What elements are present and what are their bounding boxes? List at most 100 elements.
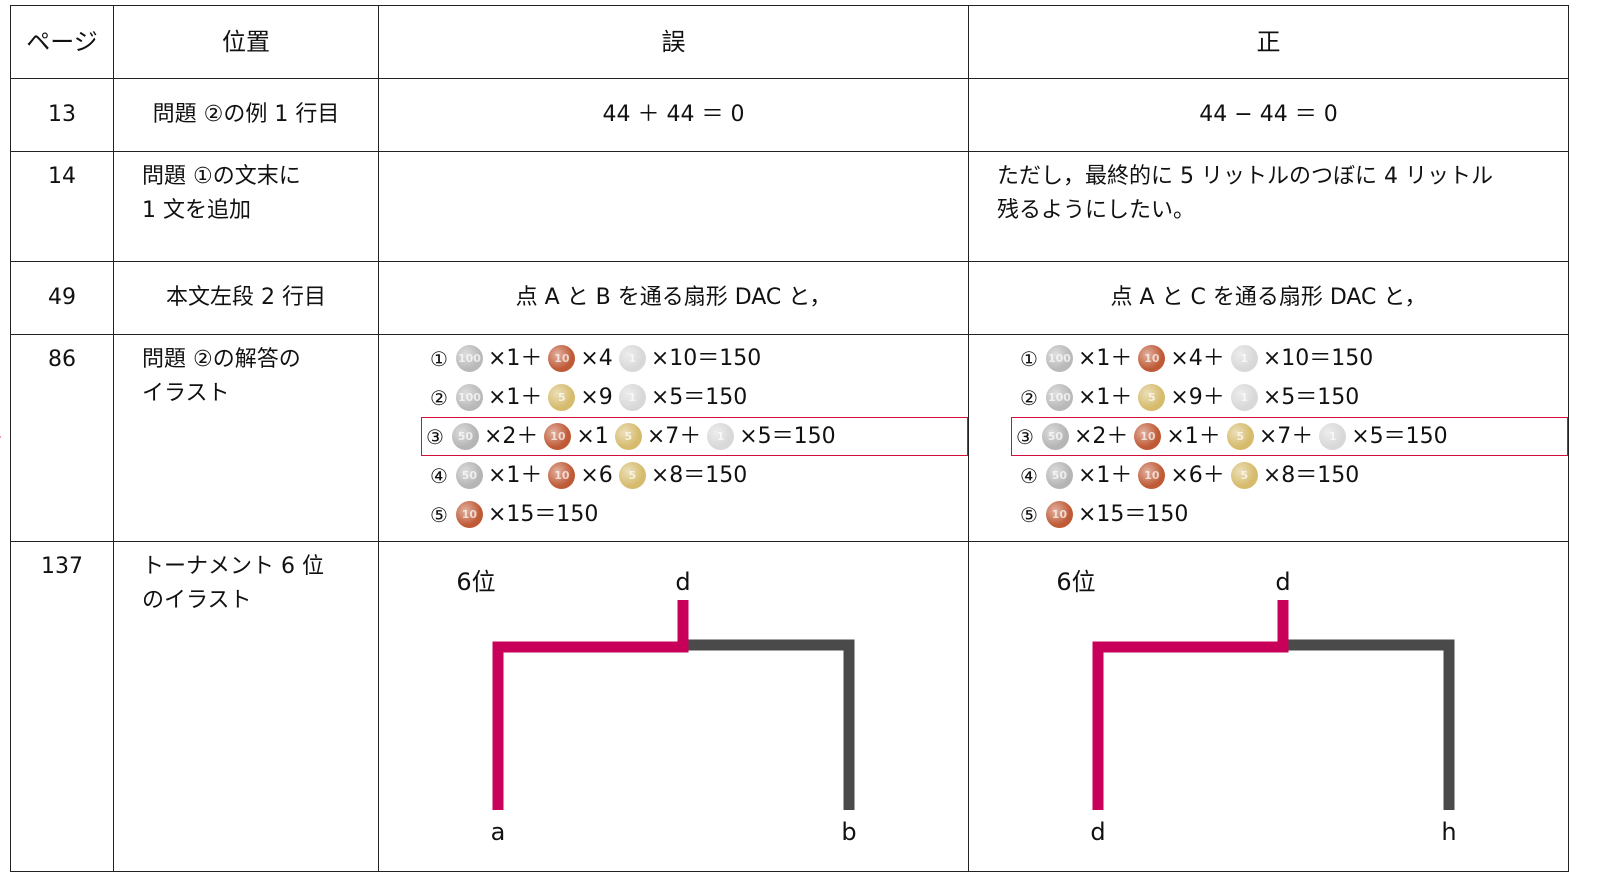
equation-text: ×2＋ [483, 423, 539, 449]
line-number: ① [430, 346, 448, 371]
coin: 10 [548, 345, 576, 372]
coin-equations: ① 100 ×1＋ 10 ×4＋ 1 ×10＝150 ② 100 ×1＋ 5 ×9＋ 1 ×5＝150 ③ 5… [0, 339, 1568, 534]
cell-text: 44 ＋ 44 ＝ 0 [602, 102, 745, 127]
coin: 50 [1045, 462, 1073, 489]
equation-text: ×8＝150 [1262, 462, 1360, 488]
arrow-shape [0, 436, 1, 437]
table-cell: 問題 ②の解答の イラスト [113, 334, 379, 542]
table-cell: ① 100 ×1＋ 10 ×4＋ 1 ×10＝150 ② 100 ×1＋ 5 ×9＋ 1 ×5＝150 ③ 5… [0, 334, 1569, 542]
bracket-winner-path [492, 600, 689, 810]
equation-text: ×1＋ [1166, 423, 1221, 449]
cell-text: 点 A と C を通る扇形 DAC と， [1110, 285, 1427, 310]
table-cell: 49 [10, 261, 114, 335]
table-cell: 問題 ①の文末に 1 文を追加 [113, 151, 379, 262]
coin: 10 [1138, 462, 1166, 489]
line-number: ② [430, 385, 448, 410]
equation-text: ×9＋ [1170, 384, 1225, 410]
table-cell: 86 [10, 334, 114, 542]
equation-text: ×1 [576, 423, 609, 449]
table-row: 13 問題 ②の例 1 行目 44 ＋ 44 ＝ 0 44 − 44 ＝ 0 [10, 78, 1569, 152]
coin: 5 [1230, 462, 1258, 489]
coin: 5 [1138, 384, 1166, 411]
bracket: 6位 d a b [456, 568, 856, 846]
bracket-loser-path [683, 639, 855, 810]
equation-text: ×10＝150 [1262, 345, 1374, 371]
left-label: a [491, 818, 506, 846]
equation-text: ×4＋ [1170, 345, 1225, 371]
answer-marker: 正解 [0, 420, 1, 454]
cell-text: 137 [41, 554, 83, 579]
equation-text: ×5＝150 [1351, 423, 1448, 449]
line-number: ⑤ [430, 502, 448, 527]
coin: 10 [1045, 501, 1073, 528]
cell-text: 問題 ①の文末に 1 文を追加 [142, 164, 301, 223]
equation-text: ×10＝150 [650, 345, 762, 371]
equation-text: ×5＝150 [650, 384, 748, 410]
equation-text: ×6 [580, 462, 613, 488]
right-label: h [1441, 818, 1456, 846]
left-label: d [1090, 818, 1105, 846]
equation-line: ③50×2＋10×1＋5×7＋1×5＝150正解 [0, 417, 1568, 456]
table-row: 137 トーナメント 6 位 のイラスト 6位 d a b 6位 d d h [10, 541, 1569, 872]
coin: 50 [455, 462, 483, 489]
equation-text: ×7＋ [646, 423, 702, 449]
table-cell: ただし，最終的に 5 リットルのつぼに 4 リットル 残るようにしたい。 [968, 151, 1569, 262]
equation-text: ×1＋ [1077, 384, 1133, 410]
header-cell: 正 [968, 5, 1569, 79]
cell-text: 13 [48, 102, 76, 127]
equation-text: ×9 [580, 384, 613, 410]
table-cell: 44 ＋ 44 ＝ 0 [378, 78, 969, 152]
equation-line: ① 100 ×1＋ 10 ×4 1 ×10＝150 [379, 339, 968, 378]
table-cell: 44 − 44 ＝ 0 [968, 78, 1569, 152]
equation-text: ×1＋ [487, 345, 543, 371]
coin: 10 [1138, 345, 1166, 372]
table-cell: トーナメント 6 位 のイラスト [113, 541, 379, 872]
equation-text: ×15＝150 [487, 501, 599, 527]
coin: 10 [548, 462, 576, 489]
line-number: ⑤ [1020, 502, 1038, 527]
line-number: ① [1020, 346, 1038, 371]
table-cell: 6位 d d h [968, 541, 1569, 872]
coin: 1 [1230, 345, 1258, 372]
rank-label: 6位 [456, 568, 495, 596]
table-cell: 6位 d a b [378, 541, 969, 872]
equation-text: ×7＋ [1258, 423, 1314, 449]
equation-text: ×1＋ [487, 462, 543, 488]
coin: 1 [1230, 384, 1258, 411]
table-cell: 問題 ②の例 1 行目 [113, 78, 379, 152]
table-cell [378, 151, 969, 262]
coin: 5 [1226, 423, 1254, 450]
line-number: ④ [1020, 463, 1038, 488]
line-number: ④ [430, 463, 448, 488]
coin: 10 [544, 423, 572, 450]
coin: 1 [618, 345, 646, 372]
equation-line: ⑤ 10 ×15＝150 [379, 495, 968, 534]
equation-line: ① 100 ×1＋ 10 ×4＋ 1 ×10＝150 [969, 339, 1568, 378]
equation-text: ×8＝150 [650, 462, 748, 488]
coin: 1 [618, 384, 646, 411]
cell-text: トーナメント 6 位 のイラスト [142, 554, 324, 613]
table-cell: ① 100 ×1＋ 10 ×4 1 ×10＝150 ② 100 ×1＋ 5 ×9 1 ×5＝150 ③ 50 ×… [0, 334, 969, 542]
coin: 5 [618, 462, 646, 489]
table-cell: 点 A と B を通る扇形 DAC と， [378, 261, 969, 335]
equation-text: ×5＝150 [739, 423, 836, 449]
coin: 10 [1134, 423, 1162, 450]
equation-text: ×6＋ [1170, 462, 1225, 488]
bracket: 6位 d d h [1056, 568, 1456, 846]
top-label: d [1275, 568, 1290, 596]
bracket-winner-path [1092, 600, 1289, 810]
equation-text: ×4 [580, 345, 613, 371]
errata-table: ページ 位置誤正 13 問題 ②の例 1 行目 44 ＋ 44 ＝ 0 44 − 44 … [0, 5, 1569, 872]
rank-label: 6位 [1056, 568, 1095, 596]
table-cell: 本文左段 2 行目 [113, 261, 379, 335]
coin: 100 [1045, 384, 1073, 411]
coin: 100 [455, 345, 483, 372]
table-cell: 点 A と C を通る扇形 DAC と， [968, 261, 1569, 335]
line-number: ③ [426, 424, 444, 449]
cell-text: 問題 ②の例 1 行目 [152, 102, 340, 127]
header-cell: ページ [10, 5, 114, 79]
coin: 100 [1045, 345, 1073, 372]
table-cell: 137 [10, 541, 114, 872]
coin: 100 [455, 384, 483, 411]
